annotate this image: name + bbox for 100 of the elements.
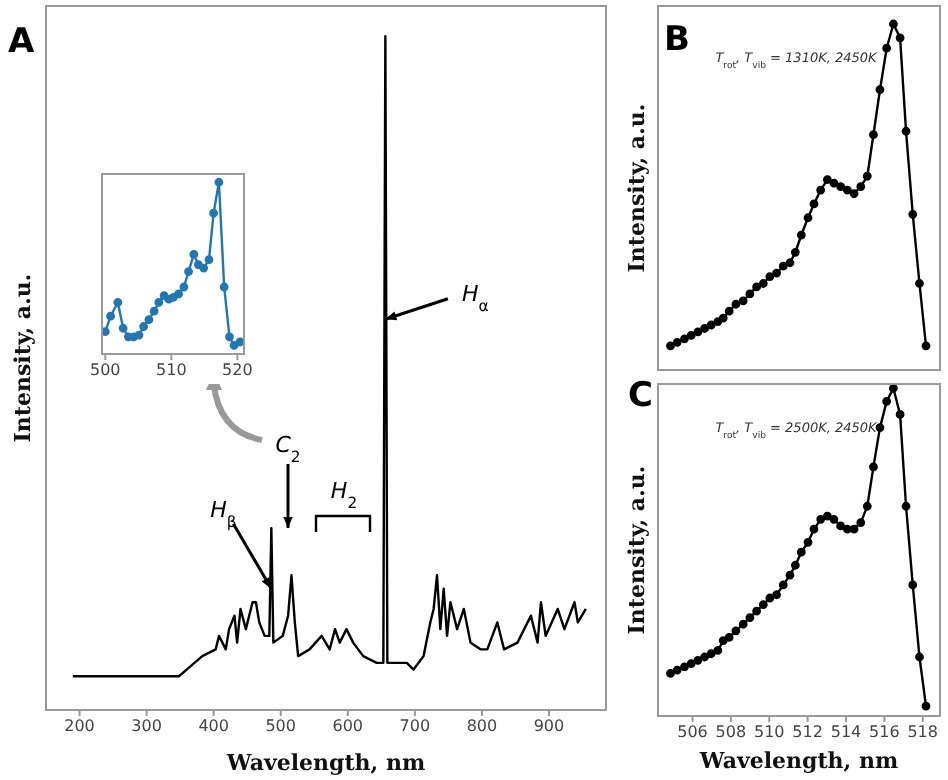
point (816, 514, 826, 524)
point (724, 306, 734, 316)
point (901, 126, 911, 136)
x-tick-label: 600 (332, 717, 364, 736)
point (745, 613, 755, 623)
point (713, 646, 723, 655)
point (700, 652, 710, 662)
point (666, 341, 675, 351)
point (882, 43, 892, 53)
point (718, 636, 728, 646)
point (134, 330, 144, 340)
point (154, 298, 164, 307)
x-axis-title: Wavelength, nm (224, 750, 426, 776)
point (856, 518, 866, 528)
x-tick-label: 400 (198, 717, 229, 736)
point (809, 199, 819, 209)
point (752, 606, 761, 616)
y-axis-title: Intensity, a.u. (624, 465, 650, 635)
point (849, 189, 859, 198)
point (189, 249, 199, 259)
x-tick-label: 520 (222, 361, 253, 380)
point (693, 655, 703, 665)
point (822, 511, 832, 521)
point (672, 665, 682, 675)
point (772, 268, 781, 278)
point (888, 384, 898, 393)
point (895, 410, 905, 419)
point (875, 85, 885, 95)
point (829, 514, 839, 524)
point (842, 185, 852, 195)
point (888, 19, 898, 29)
point (745, 289, 755, 299)
point (706, 320, 716, 330)
point (672, 337, 682, 347)
point (809, 524, 819, 534)
point (803, 537, 813, 547)
point (731, 299, 741, 309)
point (214, 177, 224, 187)
chart-title: B (664, 20, 690, 60)
point (796, 547, 806, 557)
x-tick-label: 200 (64, 717, 95, 736)
point (895, 33, 905, 43)
point (680, 662, 689, 672)
point (204, 255, 214, 264)
point (836, 182, 846, 192)
x-tick-label: 516 (869, 723, 900, 742)
x-tick-label: 800 (466, 717, 498, 736)
annotation: C$_{2}$ (275, 432, 301, 465)
point (785, 570, 795, 580)
point (816, 185, 826, 195)
point (144, 315, 154, 325)
point (822, 175, 832, 185)
point (836, 521, 846, 531)
point (856, 182, 866, 192)
point (738, 619, 748, 629)
point (149, 306, 159, 316)
point (229, 341, 239, 350)
point (139, 322, 149, 331)
point (772, 590, 781, 600)
point (731, 626, 741, 636)
point (758, 600, 768, 609)
point (908, 209, 918, 219)
point (706, 649, 716, 659)
point (882, 396, 892, 406)
point (915, 652, 924, 662)
point (724, 632, 734, 642)
x-tick-label: 900 (533, 717, 565, 736)
point (796, 230, 806, 240)
point (219, 282, 229, 292)
x-tick-label: 300 (131, 717, 162, 736)
point (194, 260, 203, 270)
annotation: H$_{2}$ (330, 478, 358, 511)
x-tick-label: 510 (156, 361, 187, 380)
point (738, 296, 748, 306)
point (718, 313, 728, 323)
point (778, 580, 788, 590)
point (106, 311, 115, 321)
point (765, 593, 775, 603)
chart-title: C (628, 376, 653, 416)
point (693, 327, 703, 337)
point (666, 668, 675, 678)
point (778, 261, 788, 271)
point (680, 334, 689, 344)
point (209, 208, 219, 218)
point (862, 501, 872, 511)
x-tick-label: 506 (677, 723, 708, 742)
point (713, 317, 723, 326)
x-tick-label: 514 (830, 723, 862, 742)
point (869, 130, 878, 140)
point (179, 282, 189, 292)
point (790, 560, 800, 570)
point (869, 462, 878, 472)
point (199, 263, 209, 273)
y-axis-title: Intensity, a.u. (624, 103, 650, 273)
point (849, 524, 859, 534)
point (225, 332, 234, 342)
point (118, 323, 128, 333)
point (901, 501, 911, 511)
point (752, 282, 761, 292)
x-tick-label: 700 (399, 717, 431, 736)
